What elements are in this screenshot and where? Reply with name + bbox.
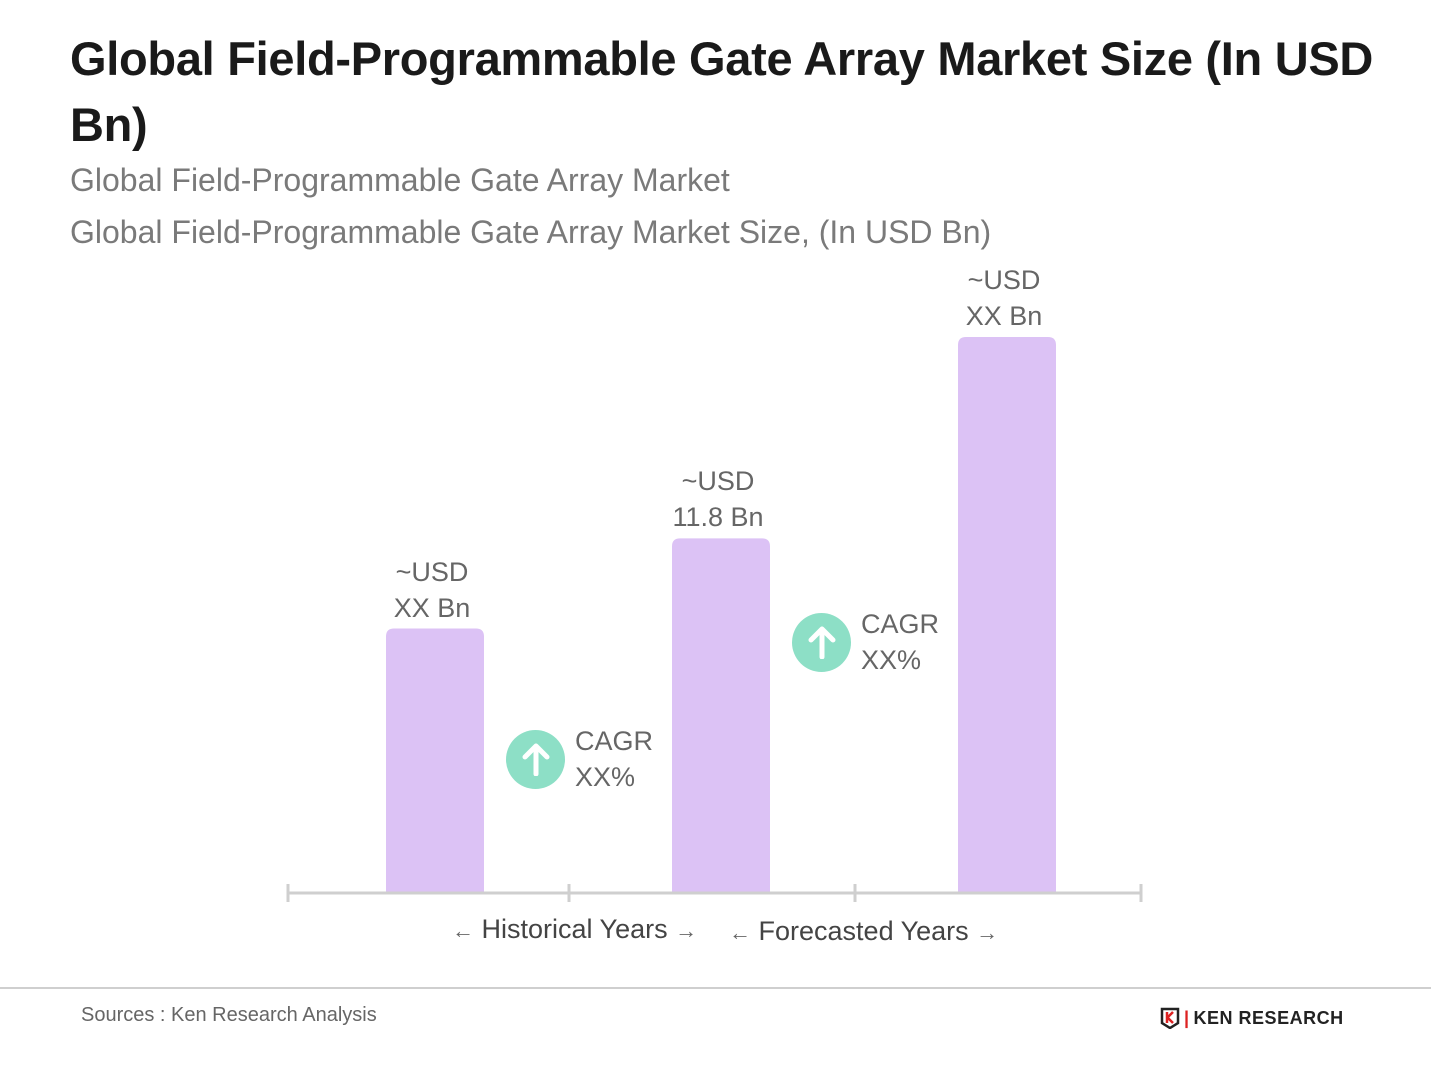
data-label-line2: XX Bn [965,301,1043,331]
ken-research-logo: | KEN RESEARCH [1160,1007,1344,1029]
x-group-historical: ← Historical Years → [452,914,697,945]
source-note: Sources : Ken Research Analysis [81,1004,377,1026]
data-label: ~USD 11.8 Bn [638,463,798,535]
arrow-right-icon: → [976,920,999,945]
logo-text: KEN RESEARCH [1193,1007,1344,1028]
data-label: ~USD XX Bn [352,554,512,626]
chart-title: Global Field-Programmable Gate Array Mar… [70,32,1374,151]
chart-subtitle: Global Field-Programmable Gate Array Mar… [70,162,730,198]
cagr-annotation-historical: CAGR XX% [506,723,653,795]
data-label-line2: 11.8 Bn [672,502,764,533]
bar-2 [672,538,770,893]
arrow-up-circle-icon [792,612,851,672]
cagr-value: XX% [861,645,922,675]
cagr-value: XX% [575,762,636,792]
cagr-annotation-forecast: CAGR XX% [792,606,939,678]
x-group-label: Forecasted Years [758,916,969,946]
arrow-right-icon: → [675,918,698,943]
arrow-up-circle-icon [506,729,565,789]
data-label-line2: XX Bn [393,592,471,623]
chart-subtitle-2: Global Field-Programmable Gate Array Mar… [70,214,992,250]
logo-icon [1160,1007,1180,1029]
data-label-line1: ~USD [395,556,469,587]
arrow-left-icon: ← [452,918,474,943]
bar-1 [386,628,484,893]
data-label-line1: ~USD [681,466,755,497]
cagr-label: CAGR [575,726,654,756]
bar-3 [958,337,1056,893]
data-label-line1: ~USD [967,265,1041,295]
cagr-label: CAGR [861,609,940,639]
x-group-label: Historical Years [481,914,668,944]
arrow-left-icon: ← [729,920,751,945]
footer-divider [0,987,1431,989]
x-group-forecast: ← Forecasted Years → [729,916,998,947]
data-label: ~USD XX Bn [924,262,1084,334]
